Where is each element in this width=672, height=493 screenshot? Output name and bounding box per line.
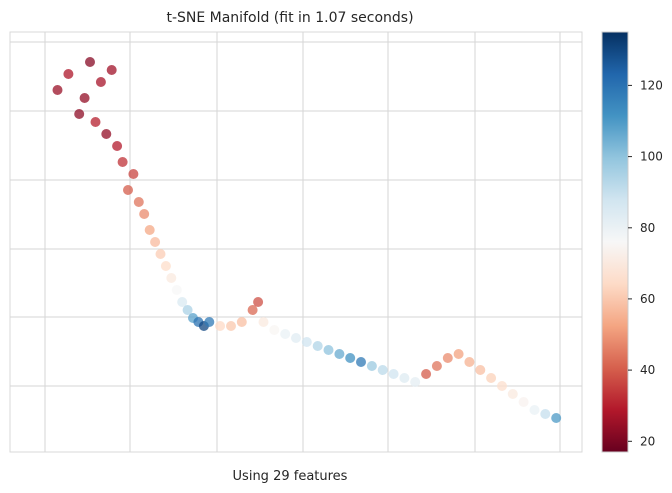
scatter-point (160, 261, 171, 271)
scatter-point (421, 369, 432, 379)
scatter-point (166, 273, 177, 283)
scatter-point (291, 333, 301, 343)
scatter-point (155, 249, 166, 259)
scatter-point (247, 305, 258, 315)
scatter-point (475, 365, 486, 375)
scatter-point (90, 117, 101, 127)
scatter-point (123, 185, 133, 195)
scatter-point (442, 353, 453, 363)
scatter-point (133, 197, 144, 207)
scatter-point (301, 337, 312, 347)
scatter-point (497, 381, 507, 391)
scatter-point (410, 377, 421, 387)
data-points (52, 57, 562, 423)
scatter-point (366, 361, 377, 371)
scatter-point (177, 297, 188, 307)
scatter-point (253, 297, 264, 307)
scatter-point (117, 157, 128, 167)
scatter-point (144, 225, 155, 235)
colorbar-tick-label: 40 (640, 363, 655, 377)
scatter-point (529, 405, 540, 415)
colorbar-ticks: 20 40 60 80 100 120 (628, 78, 663, 448)
colorbar-tick-label: 80 (640, 221, 655, 235)
x-axis-label: Using 29 features (233, 469, 348, 484)
scatter-point (345, 353, 356, 363)
scatter-point (85, 57, 95, 67)
colorbar-tick-label: 60 (640, 292, 655, 306)
scatter-point (269, 325, 280, 335)
colorbar-tick-label: 100 (640, 150, 663, 164)
scatter-point (280, 329, 291, 339)
scatter-point (215, 321, 226, 331)
scatter-point (182, 305, 193, 315)
scatter-point (518, 397, 529, 407)
scatter-point (236, 317, 247, 327)
scatter-point (171, 285, 182, 295)
scatter-point (431, 361, 442, 371)
scatter-point (128, 169, 139, 179)
scatter-point (453, 349, 464, 359)
scatter-point (377, 365, 388, 375)
scatter-point (486, 373, 497, 383)
chart-title: t-SNE Manifold (fit in 1.07 seconds) (166, 10, 413, 26)
scatter-point (334, 349, 345, 359)
scatter-point (551, 413, 562, 423)
grid-lines (10, 32, 582, 452)
scatter-point (323, 345, 334, 355)
scatter-point (226, 321, 236, 331)
scatter-point (112, 141, 123, 151)
scatter-point (540, 409, 551, 419)
scatter-point (79, 93, 90, 103)
scatter-point (139, 209, 150, 219)
colorbar (601, 31, 629, 453)
scatter-point (74, 109, 85, 119)
scatter-point (258, 317, 269, 327)
scatter-point (507, 389, 518, 399)
scatter-point (106, 65, 117, 75)
scatter-point (399, 373, 410, 383)
scatter-point (312, 341, 323, 351)
plot-frame (9, 31, 583, 453)
scatter-point (356, 357, 366, 367)
colorbar-tick-label: 20 (640, 434, 655, 448)
scatter-point (204, 317, 215, 327)
colorbar-tick-label: 120 (640, 78, 663, 92)
scatter-point (63, 69, 74, 79)
scatter-point (150, 237, 161, 247)
scatter-point (101, 129, 112, 139)
scatter-point (464, 357, 475, 367)
scatter-point (52, 85, 63, 95)
scatter-point (388, 369, 399, 379)
scatter-point (95, 77, 106, 87)
